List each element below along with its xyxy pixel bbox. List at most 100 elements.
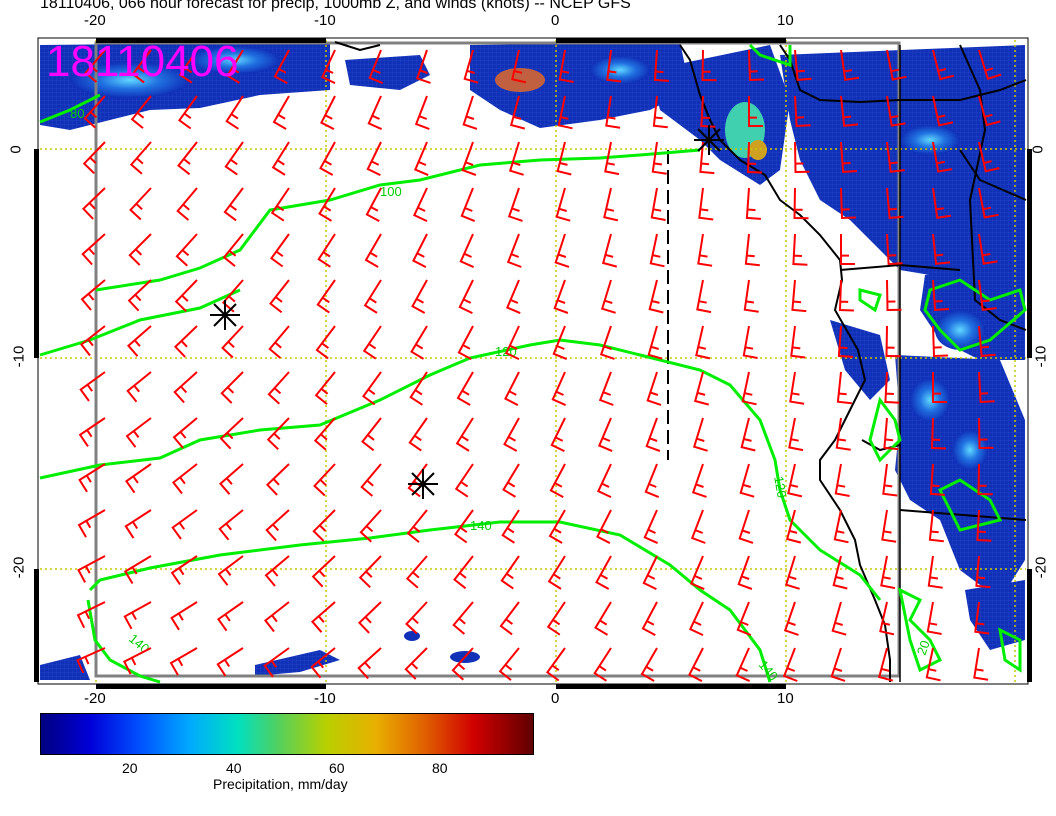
contour-label: 120 [771, 475, 790, 499]
wind-barb [170, 601, 198, 631]
wind-barb [745, 187, 761, 220]
asterisk-marker-1 [210, 300, 240, 330]
wind-barb [926, 601, 942, 635]
wind-barb [81, 233, 106, 266]
wind-barb [224, 141, 244, 176]
wind-barb [78, 417, 106, 447]
wind-barb [688, 601, 704, 637]
wind-barb [405, 601, 428, 635]
wind-barb [840, 234, 855, 265]
wind-barb [793, 187, 809, 220]
wind-barb [978, 95, 1001, 127]
wind-barb [646, 371, 662, 406]
wind-barb [594, 601, 612, 636]
wind-barb [320, 49, 336, 85]
wind-barb [312, 509, 336, 542]
wind-barb [974, 601, 990, 635]
left-lat-label: -10 [10, 345, 28, 368]
wind-barb [83, 95, 106, 129]
wind-barb [739, 463, 755, 498]
wind-barb [176, 187, 198, 221]
wind-barb [272, 95, 290, 130]
wind-barb [784, 555, 800, 590]
wind-barb [410, 325, 428, 360]
wind-barb [310, 647, 336, 679]
wind-barb [460, 187, 476, 223]
wind-barb [317, 233, 336, 268]
wind-barb [222, 233, 244, 267]
wind-barb [84, 49, 106, 83]
wind-barb [271, 141, 290, 176]
wind-barb [358, 555, 382, 589]
wind-barb [838, 279, 854, 312]
wind-barb [458, 279, 474, 315]
wind-barb [548, 509, 566, 544]
wind-barb [794, 95, 811, 128]
wind-barb [367, 95, 383, 131]
wind-barb [978, 141, 1000, 173]
wind-barb [698, 187, 714, 221]
wind-barb [268, 325, 290, 359]
wind-barb [836, 371, 852, 405]
wind-barb [359, 509, 382, 543]
wind-barb [174, 279, 198, 313]
wind-barb [77, 509, 106, 538]
wind-barb [316, 279, 336, 314]
wind-barb [452, 601, 474, 635]
wind-barb [880, 555, 896, 590]
wind-barb [886, 95, 906, 127]
wind-barb [263, 647, 290, 678]
wind-barb [695, 325, 711, 360]
date-stamp: 18110406 [46, 37, 239, 86]
wind-barb [653, 49, 669, 82]
wind-barb [885, 325, 901, 358]
wind-barb [932, 141, 953, 173]
wind-barb [593, 647, 612, 682]
wind-barb [319, 141, 336, 176]
wind-barb [172, 417, 198, 449]
wind-barb [879, 601, 895, 636]
wind-barb [930, 417, 946, 450]
asterisk-markers [210, 125, 724, 499]
wind-barb [414, 95, 430, 130]
wind-barb [737, 555, 753, 590]
wind-barb [741, 371, 757, 406]
wind-barb [606, 49, 622, 83]
wind-barb [320, 95, 336, 130]
wind-barb [645, 417, 661, 452]
wind-barb [406, 509, 428, 543]
wind-barb [123, 601, 152, 630]
wind-barb [315, 325, 336, 360]
wind-barb [314, 371, 336, 405]
wind-barb [652, 95, 668, 129]
top-lon-label: -10 [314, 12, 336, 29]
top-lon-label: -20 [84, 12, 106, 29]
wind-barb [557, 95, 573, 130]
wind-barb [691, 463, 707, 498]
wind-barb [558, 49, 574, 83]
wind-barb [461, 141, 477, 176]
wind-barb [412, 233, 428, 268]
wind-barb [226, 49, 244, 84]
wind-barb [794, 141, 810, 174]
wind-barb [131, 49, 152, 84]
wind-barb [697, 233, 713, 267]
wind-barb [318, 187, 336, 222]
wind-barb [742, 325, 758, 359]
wind-barb [978, 417, 994, 450]
wind-barb [600, 279, 616, 314]
wind-barb [604, 141, 620, 176]
wind-barb [978, 49, 1002, 80]
wind-barb [699, 141, 715, 175]
wind-barb [835, 417, 851, 451]
wind-barb [310, 601, 336, 633]
wind-barb [927, 555, 943, 589]
wind-barb [415, 49, 431, 84]
wind-barb [123, 555, 152, 585]
wind-barb [169, 647, 198, 676]
wind-barb [886, 279, 902, 312]
wind-barb [551, 371, 567, 407]
asterisk-marker-3 [694, 125, 724, 155]
wind-barb [413, 141, 429, 177]
wind-barb [225, 95, 244, 130]
